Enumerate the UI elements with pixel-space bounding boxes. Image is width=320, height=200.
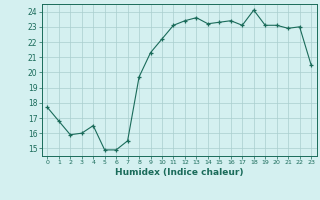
X-axis label: Humidex (Indice chaleur): Humidex (Indice chaleur) [115,168,244,177]
